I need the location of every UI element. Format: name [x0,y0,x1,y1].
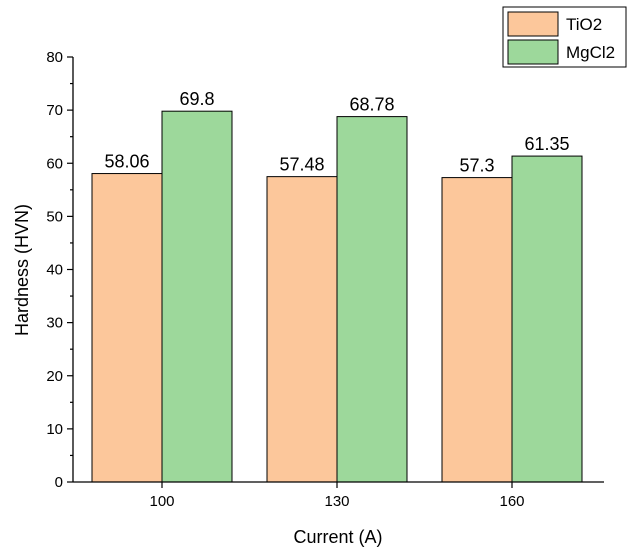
data-label-mgcl2-160: 61.35 [524,134,569,154]
bar-mgcl2-130 [336,116,408,483]
data-label-tio2-130: 57.48 [279,155,324,175]
y-tick-label: 0 [55,474,63,491]
x-axis-title: Current (A) [293,527,382,547]
bar-mgcl2-160 [511,155,583,483]
legend-swatch-tio2 [507,11,559,37]
bar-mgcl2-100 [161,110,233,483]
x-tick-label: 160 [499,493,524,510]
y-axis-title: Hardness (HVN) [12,204,32,336]
legend-label-mgcl2: MgCl2 [566,43,615,62]
data-label-tio2-100: 58.06 [104,152,149,172]
y-tick-label: 40 [46,262,63,279]
legend-swatch-mgcl2 [507,39,559,65]
x-ticks-group: 100 130 160 [149,482,525,510]
data-labels-group: 58.06 57.48 57.3 69.8 68.78 61.35 [104,89,569,175]
y-ticks-group: 0 10 20 30 40 50 60 70 80 [46,49,73,491]
data-label-mgcl2-100: 69.8 [179,89,214,109]
y-tick-label: 70 [46,102,63,119]
legend: TiO2 MgCl2 [502,6,627,68]
bar-tio2-160 [441,177,513,483]
data-label-mgcl2-130: 68.78 [349,95,394,115]
bar-tio2-130 [266,176,338,483]
bar-tio2-100 [91,173,163,483]
x-tick-label: 130 [324,493,349,510]
bars-group [91,110,583,483]
legend-label-tio2: TiO2 [566,15,602,34]
x-tick-label: 100 [149,493,174,510]
y-tick-label: 20 [46,368,63,385]
y-tick-label: 80 [46,49,63,66]
y-tick-label: 10 [46,421,63,438]
y-tick-label: 50 [46,208,63,225]
y-tick-label: 30 [46,315,63,332]
y-tick-label: 60 [46,155,63,172]
data-label-tio2-160: 57.3 [459,156,494,176]
